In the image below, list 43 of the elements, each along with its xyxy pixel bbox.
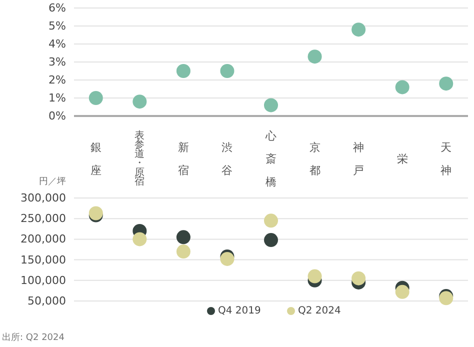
y-tick-label: 4% (48, 38, 66, 50)
y-tick-label: 5% (48, 20, 66, 32)
y-tick-label: 150,000 (20, 253, 66, 266)
point (308, 269, 322, 284)
x-tick-label: 心斎橋 (264, 130, 276, 188)
text: 出所: Q2 2024 (2, 332, 65, 343)
point (264, 214, 278, 228)
y-tick-label: 300,000 (20, 192, 66, 204)
y-tick-label: 50,000 (28, 294, 66, 308)
point (395, 80, 410, 94)
y-tick-label: 0% (48, 110, 66, 122)
y-tick-label: 1% (48, 92, 66, 104)
point (176, 230, 190, 244)
point (395, 284, 410, 299)
x-tick-label: 神戸 (353, 141, 364, 177)
point (264, 233, 278, 248)
x-tick-label: 天神 (440, 141, 452, 177)
x-tick-label: 表参道・原宿 (134, 130, 145, 188)
y-tick-label: 6% (48, 2, 66, 14)
y-tick-label: 2% (48, 74, 66, 86)
x-tick-label: 新宿 (178, 141, 189, 177)
y-axis-title: 円／坪 (39, 176, 66, 187)
x-tick-label: 栄 (396, 152, 408, 166)
legend-label: Q4 2019 (218, 306, 261, 316)
y-tick-label: 3% (48, 56, 66, 68)
point (352, 22, 366, 37)
point (88, 91, 103, 105)
point (176, 64, 190, 78)
y-tick-label: 100,000 (20, 274, 66, 287)
point (132, 94, 147, 109)
point (132, 232, 147, 246)
y-tick-label: 250,000 (20, 212, 66, 226)
legend-label: Q2 2024 (298, 306, 341, 316)
y-tick-label: 200,000 (20, 232, 66, 246)
point (264, 98, 278, 112)
point (439, 76, 454, 91)
x-tick-label: 銀座 (90, 141, 102, 177)
point (308, 50, 322, 64)
x-tick-label: 京都 (309, 141, 320, 177)
point (176, 244, 190, 259)
x-tick-label: 渋谷 (222, 141, 233, 177)
point (220, 64, 234, 78)
point (352, 271, 366, 286)
